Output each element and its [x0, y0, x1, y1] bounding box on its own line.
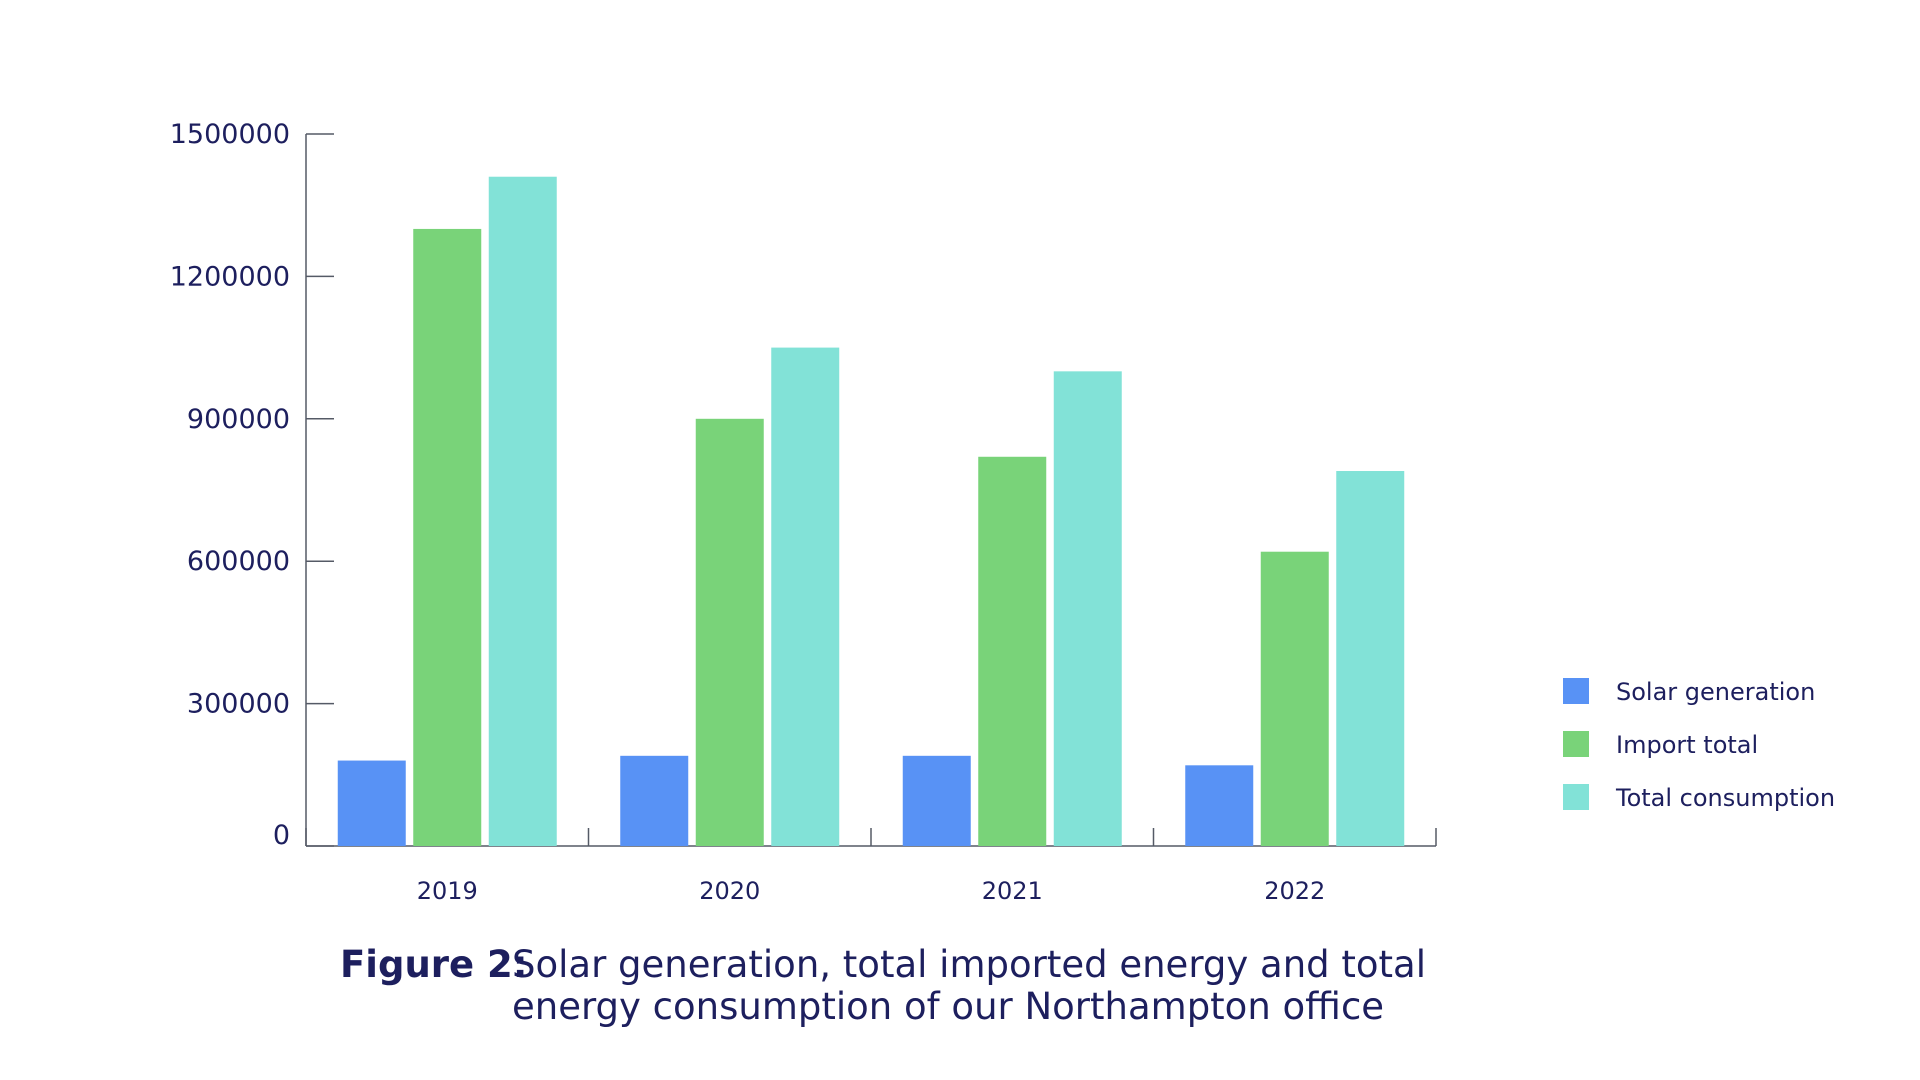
y-tick-label: 1500000	[170, 119, 290, 150]
legend-swatch	[1563, 784, 1589, 810]
bar-total-consumption-2019	[488, 176, 557, 847]
bar-solar-generation-2021	[902, 755, 971, 846]
bar-import-total-2022	[1260, 551, 1329, 846]
caption-line-1: Solar generation, total imported energy …	[512, 943, 1426, 986]
caption-label: Figure 2:	[340, 943, 528, 986]
legend-swatch	[1563, 678, 1589, 704]
bar-import-total-2021	[978, 456, 1047, 846]
bar-total-consumption-2020	[771, 347, 840, 846]
legend-label: Solar generation	[1616, 678, 1815, 706]
y-tick-label: 1200000	[170, 261, 290, 292]
bar-import-total-2020	[695, 418, 764, 846]
bar-total-consumption-2022	[1336, 471, 1405, 846]
y-tick-label: 0	[273, 820, 290, 851]
x-tick-label: 2022	[1264, 877, 1325, 905]
y-tick-label: 600000	[187, 546, 290, 577]
legend-label: Import total	[1616, 731, 1758, 759]
y-tick-label: 900000	[187, 404, 290, 435]
bar-solar-generation-2020	[620, 755, 689, 846]
bar-total-consumption-2021	[1053, 371, 1122, 846]
legend-swatch	[1563, 731, 1589, 757]
y-tick-label: 300000	[187, 689, 290, 720]
y-axis	[305, 133, 334, 847]
legend-label: Total consumption	[1615, 784, 1835, 812]
caption-line-2: energy consumption of our Northampton of…	[512, 985, 1384, 1028]
x-tick-label: 2021	[982, 877, 1043, 905]
x-tick-label: 2020	[699, 877, 760, 905]
bar-solar-generation-2019	[337, 760, 406, 846]
bar-solar-generation-2022	[1185, 765, 1254, 846]
x-tick-label: 2019	[417, 877, 478, 905]
y-tick-labels: 0 300000 600000 900000 1200000 1500000	[170, 119, 290, 851]
figure-caption: Figure 2: Solar generation, total import…	[340, 943, 1426, 1028]
x-tick-labels: 2019 2020 2021 2022	[417, 877, 1326, 905]
bars	[337, 176, 1405, 847]
bar-import-total-2019	[413, 228, 482, 846]
legend: Solar generation Import total Total consum…	[1563, 678, 1835, 812]
